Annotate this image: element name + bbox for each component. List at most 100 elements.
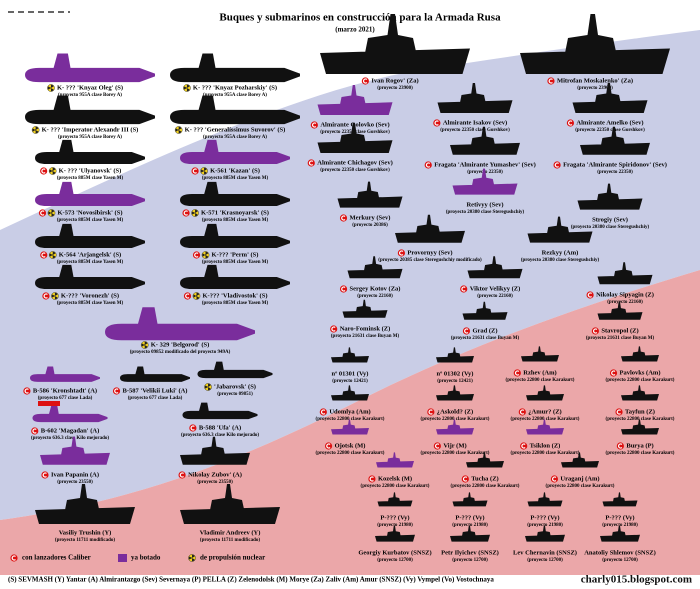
caliber-icon-c: [587, 292, 592, 298]
nuclear-blade: [192, 554, 195, 558]
item-sublabel: (proyecto 22160): [607, 300, 643, 305]
caliber-icon-c: [362, 78, 368, 84]
caliber-icon-c: [369, 476, 374, 482]
item-label: Fragata 'Almirante Spiridonov' (Sev): [563, 161, 667, 168]
item-label: K-571 'Krasnoyarsk' (S): [201, 209, 269, 216]
caliber-icon-c: [11, 555, 16, 561]
item-sublabel: (proyecto 885M clase Yasen M): [57, 176, 124, 181]
caliber-icon-c: [190, 425, 195, 431]
nuclear-blade: [205, 255, 209, 259]
caliber-icon-c: [434, 443, 440, 449]
nuclear-core: [191, 557, 193, 559]
nuclear-core: [50, 87, 52, 89]
item-label: nº 01302 (Vy): [437, 370, 474, 377]
ship: [597, 262, 653, 285]
nuclear-blade: [200, 169, 204, 173]
ship: [331, 419, 369, 435]
legend-caliber: [10, 554, 18, 562]
item-sublabel: (proyecto 885M clase Yasen M): [57, 218, 124, 223]
nuclear-blade: [54, 292, 58, 296]
ship: [577, 183, 643, 210]
ship: [436, 419, 474, 435]
caliber-icon-c: [179, 472, 184, 478]
caliber-icon: [586, 291, 594, 299]
item-label: K- ??? 'Ulyanovsk' (S): [59, 167, 122, 174]
nuclear-blade: [52, 171, 56, 175]
caliber-icon-c: [521, 443, 526, 449]
item-label: Ojotsk (M): [335, 442, 366, 449]
footer-bg: [6, 575, 700, 589]
submarine: [35, 139, 145, 165]
item-sublabel: (proyecto 21631 clase Buyan M): [586, 336, 655, 341]
caliber-icon-c: [320, 409, 326, 415]
caliber-icon: [189, 424, 197, 432]
item-label: Tayfun (Z): [625, 408, 655, 415]
nuclear-core: [203, 170, 205, 172]
submarine: [35, 223, 145, 249]
nuclear-blade: [188, 556, 192, 560]
nuclear-blade: [52, 255, 56, 259]
caliber-icon: [566, 119, 575, 127]
ship: [450, 525, 490, 542]
item-label: Viktor Velikyy (Z): [470, 285, 521, 292]
nuclear-blade: [195, 213, 198, 217]
nuclear-core: [204, 254, 207, 256]
ship: [342, 299, 388, 318]
item-sublabel: (proyecto 20380 clase Steregushchiy): [521, 258, 600, 263]
ship: [40, 436, 110, 465]
item-sublabel: (proyecto 22800 clase Karakurt): [451, 484, 520, 489]
item-sublabel: (proyecto 22160): [357, 294, 393, 299]
caliber-icon-c: [611, 370, 616, 376]
item-sublabel: (proyecto 22800 clase Karakurt): [506, 378, 575, 383]
caliber-icon: [368, 475, 376, 483]
nuclear-blade: [195, 209, 198, 213]
ship: [561, 452, 599, 468]
item-label: Udomlya (Am): [329, 408, 370, 415]
caliber-icon-c: [425, 162, 431, 168]
caliber-icon-c: [311, 122, 317, 128]
item-sublabel: (proyecto 22800 clase Karakurt): [606, 451, 675, 456]
caliber-icon: [40, 251, 48, 259]
item-label: P-??? (Vy): [455, 514, 484, 521]
item-sublabel: (proyecto 22800 clase Karakurt): [511, 451, 580, 456]
caliber-icon: [424, 161, 432, 169]
caliber-icon-c: [616, 409, 621, 415]
nuclear-core: [194, 212, 196, 214]
submarine: [180, 264, 290, 290]
ship: [450, 126, 520, 155]
ship: [452, 168, 518, 195]
item-sublabel: (proyecto 885M clase Yasen M): [202, 260, 269, 265]
item-sublabel: (proyecto 12421): [332, 379, 368, 384]
item-label: 'Jabarovsk' (S): [214, 383, 256, 390]
ship: [377, 492, 413, 507]
caliber-icon: [609, 369, 618, 377]
caliber-icon-c: [308, 160, 314, 166]
item-label: Stavropol (Z): [601, 327, 638, 334]
submarine: [197, 361, 273, 379]
item-sublabel: (proyecto 23900): [377, 86, 413, 91]
ship: [375, 525, 415, 542]
item-label: Almirante Amelko (Sev): [576, 119, 643, 126]
caliber-icon: [433, 442, 441, 450]
nuclear-core: [195, 295, 198, 297]
item-sublabel: (proyecto 09852 modificado del proyecto …: [130, 350, 231, 355]
item-sublabel: (proyecto 20386): [352, 223, 388, 228]
caliber-icon-c: [519, 409, 525, 415]
submarine: [180, 139, 290, 165]
item-label: K- 329 'Belgorod' (S): [151, 341, 210, 348]
item-sublabel: (proyecto 11711 modificado): [55, 538, 116, 543]
caliber-icon: [397, 249, 405, 257]
nuclear-blade: [193, 294, 196, 298]
legend-label: con lanzadores Caliber: [22, 554, 91, 562]
caliber-icon-c: [568, 120, 573, 126]
ship: [376, 452, 414, 468]
item-label: Rzhev (Am): [523, 369, 556, 376]
item-label: Kozelsk (M): [378, 475, 412, 482]
item-label: Almirante Isakov (Sev): [443, 119, 507, 126]
nuclear-blade: [48, 211, 51, 215]
nuclear-blade: [51, 209, 55, 213]
caliber-icon: [339, 285, 348, 293]
submarine: [180, 181, 290, 207]
nuclear-blade: [32, 128, 35, 132]
nuclear-blade: [35, 126, 39, 130]
